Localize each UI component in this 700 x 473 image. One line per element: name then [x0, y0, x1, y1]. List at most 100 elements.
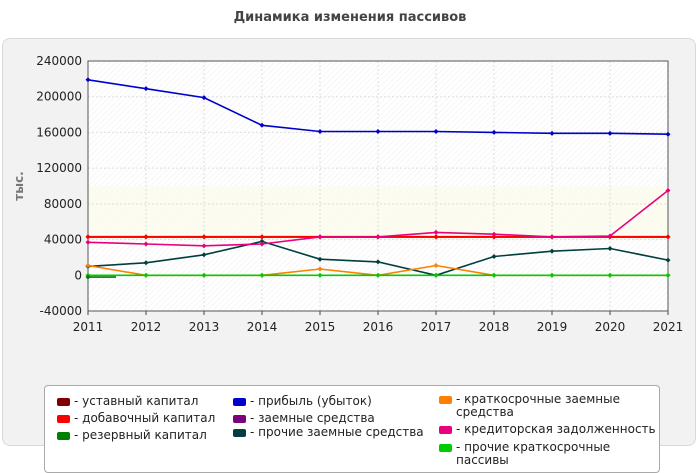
- legend-item: - прибыль (убыток): [233, 395, 400, 408]
- data-point: [143, 234, 149, 240]
- data-point: [433, 272, 439, 278]
- x-tick-label: 2011: [73, 320, 104, 334]
- legend-swatch: [439, 396, 452, 404]
- x-tick-label: 2020: [595, 320, 626, 334]
- plot-area: -40000 0 40000 80000 120000 160000 200000 24000…: [12, 54, 684, 334]
- data-point: [143, 260, 149, 266]
- data-point: [375, 234, 381, 240]
- legend-item: - добавочный капитал: [57, 412, 224, 425]
- data-point: [607, 272, 613, 278]
- x-tick-label: 2013: [189, 320, 220, 334]
- chart-panel: -40000 0 40000 80000 120000 160000 200000 24000…: [2, 38, 696, 473]
- y-tick-label: 240000: [36, 54, 82, 68]
- data-point: [491, 254, 497, 260]
- legend-swatch: [233, 398, 246, 406]
- legend-item: - краткосрочные заемные средства: [439, 393, 636, 419]
- data-point: [85, 239, 91, 245]
- data-point: [491, 129, 497, 135]
- y-tick-label: 40000: [44, 233, 82, 247]
- y-axis-label: тыс.: [12, 171, 26, 200]
- data-point: [491, 234, 497, 240]
- data-point: [433, 229, 439, 235]
- x-tick-label: 2012: [131, 320, 162, 334]
- x-tick-label: 2018: [479, 320, 510, 334]
- x-tick-label: 2019: [537, 320, 568, 334]
- y-tick-label: -40000: [39, 304, 82, 318]
- x-tick-label: 2021: [653, 320, 684, 334]
- data-point: [201, 234, 207, 240]
- data-point: [85, 77, 91, 83]
- data-point: [665, 234, 671, 240]
- data-point: [375, 129, 381, 135]
- legend-label: - краткосрочные заемные средства: [456, 392, 620, 419]
- data-point: [143, 86, 149, 92]
- chart-title: Динамика изменения пассивов: [233, 10, 467, 25]
- data-point: [317, 234, 323, 240]
- data-point: [607, 130, 613, 136]
- data-point: [549, 234, 555, 240]
- legend-item: - прочие заемные средства: [233, 426, 440, 439]
- data-point: [433, 262, 439, 268]
- data-point: [317, 272, 323, 278]
- data-point: [259, 241, 265, 247]
- y-tick-label: 0: [74, 268, 82, 282]
- legend-label: - прочие заемные средства: [250, 425, 424, 439]
- x-tick-label: 2015: [305, 320, 336, 334]
- x-tick-label: 2014: [247, 320, 278, 334]
- data-point: [491, 272, 497, 278]
- data-point: [665, 131, 671, 137]
- data-point: [201, 252, 207, 258]
- data-point: [549, 272, 555, 278]
- data-point: [491, 231, 497, 237]
- data-point: [665, 272, 671, 278]
- data-point: [607, 246, 613, 251]
- data-point: [85, 234, 91, 240]
- legend-item: - прочие краткосрочные пассивы: [439, 441, 636, 467]
- legend-swatch: [57, 415, 70, 423]
- data-point: [201, 243, 207, 249]
- legend-item: - резервный капитал: [57, 429, 224, 442]
- data-point: [549, 130, 555, 136]
- data-point: [665, 187, 671, 193]
- data-point: [143, 241, 149, 247]
- data-point: [549, 248, 555, 254]
- legend-swatch: [233, 429, 246, 437]
- data-point: [317, 129, 323, 135]
- data-point: [317, 266, 323, 272]
- data-point: [85, 262, 91, 268]
- y-tick-label: 160000: [36, 125, 82, 139]
- data-point: [665, 257, 671, 263]
- legend-swatch: [57, 398, 70, 406]
- data-point: [259, 122, 265, 128]
- legend-item: - кредиторская задолженность: [439, 423, 656, 436]
- data-point: [201, 272, 207, 278]
- data-point: [85, 274, 91, 280]
- legend-swatch: [439, 426, 452, 434]
- y-tick-label: 120000: [36, 161, 82, 175]
- y-tick-label: 80000: [44, 197, 82, 211]
- legend-label: - уставный капитал: [74, 394, 199, 408]
- legend-item: - уставный капитал: [57, 395, 224, 408]
- legend-label: - прочие краткосрочные пассивы: [456, 440, 611, 467]
- data-point: [201, 95, 207, 101]
- legend-swatch: [57, 432, 70, 440]
- data-point: [317, 256, 323, 262]
- legend-label: - кредиторская задолженность: [456, 422, 656, 436]
- data-point: [375, 272, 381, 278]
- data-point: [607, 233, 613, 239]
- legend-label: - резервный капитал: [74, 428, 207, 442]
- y-tick-label: 200000: [36, 90, 82, 104]
- data-point: [375, 259, 381, 265]
- data-point: [259, 238, 265, 244]
- legend-label: - добавочный капитал: [74, 411, 216, 425]
- data-point: [259, 272, 265, 278]
- legend-label: - прибыль (убыток): [250, 394, 372, 408]
- legend-item: - заемные средства: [233, 412, 400, 425]
- legend-label: - заемные средства: [250, 411, 375, 425]
- legend-swatch: [233, 415, 246, 423]
- data-point: [433, 129, 439, 135]
- legend: - уставный капитал - добавочный капитал …: [44, 385, 660, 473]
- plot-frame: [87, 60, 669, 312]
- x-tick-label: 2017: [421, 320, 452, 334]
- data-point: [143, 272, 149, 278]
